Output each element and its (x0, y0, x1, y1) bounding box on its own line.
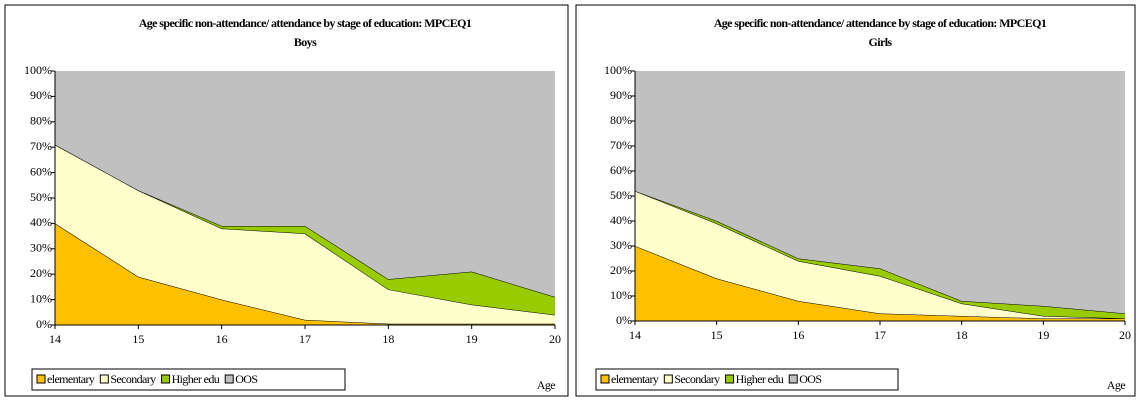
area (55, 144, 555, 315)
x-tick-label: 16 (792, 328, 804, 342)
x-tick-label: 15 (711, 328, 723, 342)
y-tick-label: 10% (610, 288, 632, 302)
legend-label: OOS (235, 372, 257, 386)
legend (595, 368, 899, 391)
chart-subtitle: Boys (294, 35, 317, 49)
legend-swatch (161, 374, 171, 384)
y-tick-label: 0% (616, 313, 632, 327)
y-tick-label: 10% (30, 291, 52, 305)
y-tick-label: 40% (30, 215, 52, 229)
area (55, 223, 555, 325)
x-tick-label: 18 (382, 332, 394, 346)
area (635, 71, 1125, 314)
legend-label: Higher edu (172, 372, 220, 386)
y-tick-label: 0% (36, 317, 52, 331)
x-tick-label: 19 (466, 332, 478, 346)
y-tick-label: 100% (24, 63, 52, 77)
chart-title: Age specific non-attendance/ attendance … (139, 16, 472, 30)
y-tick-label: 60% (610, 163, 632, 177)
legend-swatch (663, 374, 673, 384)
legend-swatch (725, 374, 735, 384)
area (55, 71, 555, 298)
y-tick-label: 60% (30, 164, 52, 178)
y-tick-label: 40% (610, 213, 632, 227)
x-tick-label: 19 (1037, 328, 1049, 342)
y-tick-label: 20% (610, 263, 632, 277)
legend-label: elementary (611, 372, 659, 386)
x-tick-label: 16 (216, 332, 228, 346)
chart-subtitle: Girls (869, 35, 893, 49)
y-tick-label: 50% (30, 190, 52, 204)
x-axis-label: Age (1107, 378, 1125, 392)
y-tick-label: 70% (30, 139, 52, 153)
x-tick-label: 20 (1119, 328, 1131, 342)
x-tick-label: 18 (956, 328, 968, 342)
area (635, 246, 1125, 321)
y-tick-label: 80% (610, 113, 632, 127)
legend (31, 368, 346, 391)
y-tick-label: 30% (610, 238, 632, 252)
x-tick-label: 14 (629, 328, 641, 342)
legend-label: elementary (47, 372, 95, 386)
y-tick-label: 50% (610, 188, 632, 202)
area (55, 144, 555, 324)
x-tick-label: 20 (549, 332, 561, 346)
legend-swatch (600, 374, 610, 384)
legend-swatch (788, 374, 798, 384)
y-tick-label: 70% (610, 138, 632, 152)
legend-swatch (36, 374, 46, 384)
y-tick-label: 20% (30, 266, 52, 280)
legend-swatch (99, 374, 109, 384)
y-tick-label: 90% (30, 88, 52, 102)
x-tick-label: 15 (132, 332, 144, 346)
x-tick-label: 17 (874, 328, 886, 342)
x-tick-label: 17 (299, 332, 311, 346)
y-tick-label: 80% (30, 114, 52, 128)
legend-label: Secondary (110, 372, 156, 386)
chart-title: Age specific non-attendance/ attendance … (714, 16, 1047, 30)
x-tick-label: 14 (49, 332, 61, 346)
y-tick-label: 30% (30, 241, 52, 255)
x-axis-label: Age (537, 378, 555, 392)
area (635, 191, 1125, 319)
legend-label: Secondary (674, 372, 720, 386)
y-tick-label: 100% (604, 63, 632, 77)
legend-swatch (224, 374, 234, 384)
y-tick-label: 90% (610, 88, 632, 102)
legend-label: Higher edu (736, 372, 784, 386)
legend-label: OOS (799, 372, 821, 386)
